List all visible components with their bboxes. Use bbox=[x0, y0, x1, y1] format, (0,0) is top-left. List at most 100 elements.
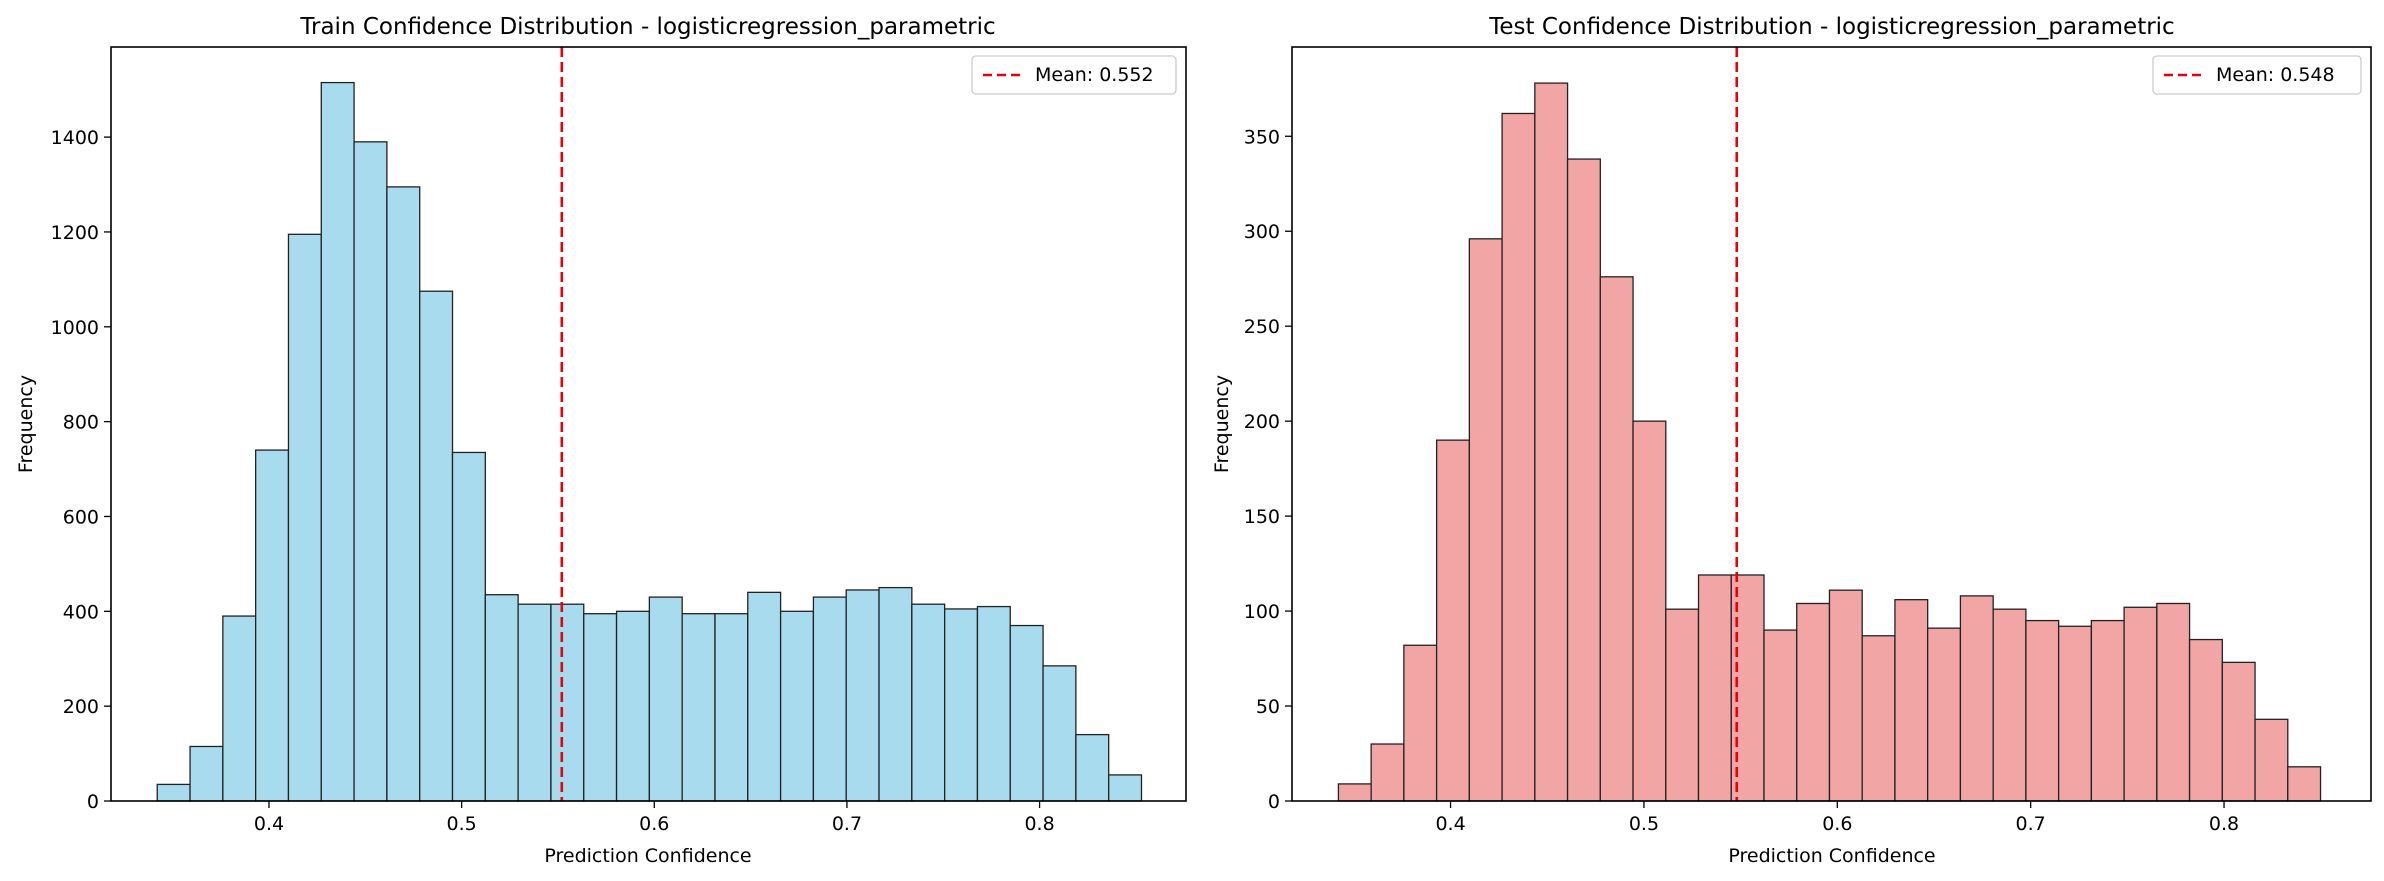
histogram-bar bbox=[1992, 608, 2027, 802]
histogram-bar bbox=[1763, 629, 1798, 802]
x-tick-label: 0.5 bbox=[1629, 813, 1659, 835]
y-tick-label: 0 bbox=[1268, 791, 1280, 813]
histogram-bar bbox=[1566, 158, 1601, 802]
y-tick-label: 200 bbox=[1244, 411, 1280, 433]
y-tick-label: 600 bbox=[63, 506, 99, 528]
y-tick-label: 0 bbox=[87, 791, 99, 813]
x-axis-ticks: 0.4 0.5 0.6 0.7 0.8 bbox=[254, 801, 1055, 835]
y-axis-label: Frequency bbox=[1211, 375, 1233, 473]
histogram-bar bbox=[2090, 619, 2125, 802]
y-axis-label: Frequency bbox=[15, 375, 37, 473]
legend-mean-label: Mean: 0.548 bbox=[2216, 64, 2335, 86]
legend: Mean: 0.548 bbox=[2152, 55, 2362, 95]
histogram-bar bbox=[1009, 624, 1044, 802]
histogram-bar bbox=[419, 290, 454, 802]
histogram-bar bbox=[156, 783, 191, 802]
histogram-bar bbox=[189, 745, 224, 802]
histogram-bar bbox=[911, 603, 946, 802]
histogram-bar bbox=[1534, 82, 1569, 802]
y-tick-label: 250 bbox=[1244, 316, 1280, 338]
histogram-bar bbox=[583, 613, 618, 802]
histogram-bar bbox=[2221, 661, 2256, 802]
histogram-bar bbox=[1927, 627, 1962, 802]
histogram-bar bbox=[1894, 599, 1929, 802]
histogram-bar bbox=[517, 603, 552, 802]
histogram-bar bbox=[2057, 625, 2093, 802]
histogram-bar bbox=[714, 613, 749, 802]
histogram-bar bbox=[1796, 602, 1831, 802]
histogram-bar bbox=[1337, 783, 1372, 802]
test-confidence-histogram: Test Confidence Distribution - logisticr… bbox=[1211, 14, 2372, 867]
histogram-bar bbox=[1632, 420, 1667, 802]
histogram-bar bbox=[353, 141, 388, 802]
histogram-bar bbox=[2254, 718, 2289, 802]
histogram-bar bbox=[222, 615, 257, 802]
x-axis-label: Prediction Confidence bbox=[544, 845, 751, 867]
histogram-bar bbox=[1075, 733, 1110, 802]
histogram-bar bbox=[2025, 619, 2060, 802]
histogram-bars bbox=[1337, 82, 2322, 802]
histogram-bar bbox=[2188, 638, 2223, 802]
histogram-bar bbox=[1435, 439, 1471, 802]
x-tick-label: 0.7 bbox=[2016, 813, 2046, 835]
histogram-bar bbox=[779, 610, 815, 802]
train-confidence-histogram: Train Confidence Distribution - logistic… bbox=[15, 14, 1187, 867]
y-tick-label: 800 bbox=[63, 412, 99, 434]
legend-box bbox=[2152, 55, 2362, 95]
x-tick-label: 0.8 bbox=[1024, 813, 1054, 835]
y-tick-label: 200 bbox=[63, 696, 99, 718]
histogram-bar bbox=[451, 451, 486, 802]
histogram-bar bbox=[648, 596, 683, 802]
histogram-bar bbox=[1665, 608, 1700, 802]
histogram-bar bbox=[845, 589, 880, 802]
plot-frame bbox=[110, 46, 1187, 802]
legend: Mean: 0.552 bbox=[971, 55, 1177, 95]
y-tick-label: 1000 bbox=[51, 317, 99, 339]
y-tick-label: 100 bbox=[1244, 601, 1280, 623]
x-tick-label: 0.4 bbox=[254, 813, 284, 835]
x-tick-label: 0.8 bbox=[2209, 813, 2239, 835]
y-tick-label: 350 bbox=[1244, 126, 1280, 148]
y-axis-ticks: 0 50 100 150 200 250 300 350 bbox=[1244, 126, 1292, 813]
histogram-bar bbox=[2156, 602, 2191, 802]
x-axis-label: Prediction Confidence bbox=[1728, 845, 1935, 867]
x-tick-label: 0.4 bbox=[1435, 813, 1465, 835]
histogram-bar bbox=[1697, 574, 1732, 802]
legend-box bbox=[971, 55, 1177, 95]
histogram-bar bbox=[1370, 743, 1405, 802]
x-tick-label: 0.7 bbox=[832, 813, 862, 835]
x-tick-label: 0.6 bbox=[1822, 813, 1852, 835]
y-tick-label: 300 bbox=[1244, 221, 1280, 243]
y-tick-label: 1400 bbox=[51, 127, 99, 149]
histogram-bar bbox=[944, 608, 979, 802]
histogram-bar bbox=[878, 586, 913, 802]
chart-title: Train Confidence Distribution - logistic… bbox=[299, 14, 995, 40]
histogram-bar bbox=[1403, 644, 1438, 802]
x-tick-label: 0.6 bbox=[639, 813, 669, 835]
histogram-bar bbox=[2287, 766, 2322, 802]
histogram-bar bbox=[1501, 112, 1536, 802]
y-tick-label: 50 bbox=[1256, 696, 1280, 718]
histogram-bar bbox=[615, 610, 651, 802]
chart-title: Test Confidence Distribution - logisticr… bbox=[1488, 14, 2174, 40]
histogram-bar bbox=[484, 594, 519, 802]
histogram-bar bbox=[1861, 635, 1896, 802]
histogram-bar bbox=[320, 81, 355, 802]
y-tick-label: 150 bbox=[1244, 506, 1280, 528]
histogram-bar bbox=[255, 449, 290, 802]
histogram-bar bbox=[386, 186, 421, 802]
histogram-bar bbox=[550, 603, 585, 802]
histogram-bar bbox=[681, 613, 716, 802]
histogram-bar bbox=[1730, 574, 1765, 802]
histogram-bar bbox=[747, 591, 782, 802]
y-tick-label: 400 bbox=[63, 601, 99, 623]
histogram-bar bbox=[2123, 606, 2158, 802]
legend-mean-label: Mean: 0.552 bbox=[1035, 64, 1154, 86]
histogram-bars bbox=[156, 81, 1143, 802]
histogram-bar bbox=[287, 233, 322, 802]
histogram-bar bbox=[1042, 665, 1077, 802]
plot-frame bbox=[1291, 46, 2372, 802]
histogram-bar bbox=[976, 605, 1011, 802]
histogram-bar bbox=[1599, 276, 1634, 802]
